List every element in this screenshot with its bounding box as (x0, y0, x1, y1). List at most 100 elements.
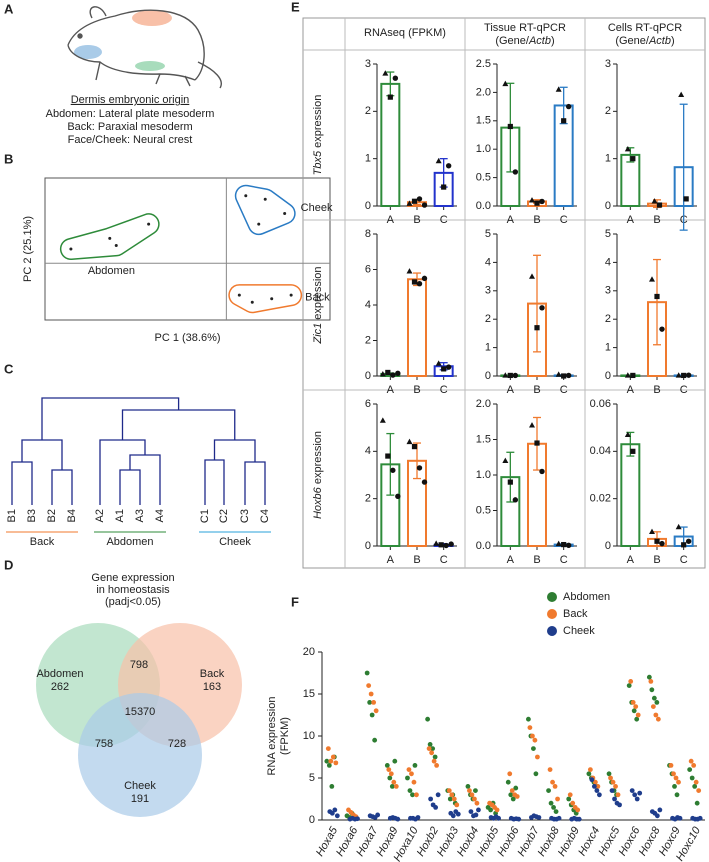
data-point (474, 800, 480, 806)
legend-label: Back (563, 608, 588, 620)
data-point (421, 202, 428, 208)
pca-point (108, 236, 112, 240)
dendrogram-link (51, 469, 73, 505)
x-tick-label: A (627, 554, 635, 566)
data-point (449, 792, 455, 798)
y-tick-label: 0 (605, 540, 611, 552)
data-point (634, 796, 640, 802)
y-tick-label: 15 (303, 688, 315, 700)
y-tick-label: 8 (365, 228, 371, 240)
data-point (646, 674, 652, 680)
venn-overlap-count: 798 (130, 659, 148, 671)
data-point (675, 372, 682, 378)
y-tick-label: 3 (605, 58, 611, 70)
leaf-label: C2 (218, 509, 230, 523)
data-point (539, 468, 545, 475)
data-point (624, 372, 631, 378)
data-point (555, 86, 562, 92)
data-point (364, 670, 370, 676)
data-point (379, 371, 386, 377)
y-tick-label: 0.0 (476, 200, 491, 212)
y-tick-label: 5 (485, 228, 491, 240)
data-point (330, 754, 336, 760)
data-point (675, 523, 682, 530)
data-point (373, 708, 379, 714)
x-tick-label: C (440, 554, 448, 566)
x-tick-label: C (440, 214, 448, 226)
legend-label: Abdomen (563, 591, 610, 603)
x-tick-label: A (387, 214, 395, 226)
data-point (445, 364, 452, 370)
data-point (673, 775, 679, 781)
venn-set-count: 262 (51, 681, 69, 693)
column-header-part: Actb (528, 35, 551, 47)
data-point (432, 754, 438, 760)
pca-point (114, 243, 118, 247)
data-point (512, 497, 519, 503)
bar (407, 278, 427, 378)
data-point (596, 792, 602, 798)
dendrogram-link (119, 469, 141, 505)
error-bar (559, 86, 568, 125)
data-point (446, 788, 452, 793)
leaf-label: C3 (239, 509, 251, 523)
data-point (561, 118, 567, 124)
legend-label: Cheek (563, 625, 595, 637)
data-point (575, 807, 581, 813)
panel-label: C (4, 361, 14, 376)
data-point (592, 779, 598, 785)
data-point (535, 754, 540, 760)
data-point (576, 816, 582, 822)
leaf-label: A4 (154, 509, 166, 522)
data-point (395, 493, 401, 499)
data-point (552, 784, 558, 789)
data-point (595, 784, 601, 789)
data-point (659, 540, 665, 547)
y-tick-label: 1.5 (476, 433, 491, 445)
data-point (443, 542, 449, 549)
data-point (427, 742, 433, 747)
data-point (570, 800, 576, 806)
data-point (617, 802, 622, 808)
data-point (634, 716, 640, 722)
data-point (421, 479, 428, 485)
data-point (539, 305, 545, 311)
x-tick-label: B (413, 384, 420, 396)
origin-heading: Dermis embryonic origin (71, 94, 190, 106)
venn-set-name: Abdomen (36, 668, 83, 680)
data-point (649, 687, 655, 693)
data-point (395, 816, 401, 822)
data-point (655, 716, 661, 722)
data-point (355, 816, 360, 822)
leaf-label: B3 (26, 509, 38, 522)
data-point (697, 815, 703, 821)
data-point (441, 366, 447, 372)
data-point (548, 800, 554, 806)
row-gene: Tbx5 (312, 150, 324, 175)
data-point (687, 767, 693, 772)
data-point (651, 695, 657, 701)
y-tick-label: 5 (605, 228, 611, 240)
data-point (567, 792, 573, 798)
y-tick-label: 0 (365, 200, 371, 212)
data-point (508, 792, 514, 798)
data-point (416, 465, 423, 471)
data-point (531, 746, 536, 751)
data-point (488, 807, 493, 813)
data-point (502, 80, 509, 87)
leaf-label: C4 (259, 509, 271, 523)
data-point (507, 123, 513, 130)
y-tick-label: 1.0 (476, 469, 491, 481)
data-point (507, 372, 513, 379)
data-point (626, 683, 632, 688)
y-tick-label: 4 (485, 256, 491, 268)
y-tick-label: 4 (365, 445, 371, 457)
legend-marker (547, 626, 557, 636)
panel-e-frame (302, 17, 706, 569)
x-tick-label: B (533, 384, 540, 396)
leaf-label: B1 (6, 509, 18, 522)
data-point (551, 805, 556, 810)
data-point (628, 679, 634, 684)
data-point (656, 202, 663, 208)
